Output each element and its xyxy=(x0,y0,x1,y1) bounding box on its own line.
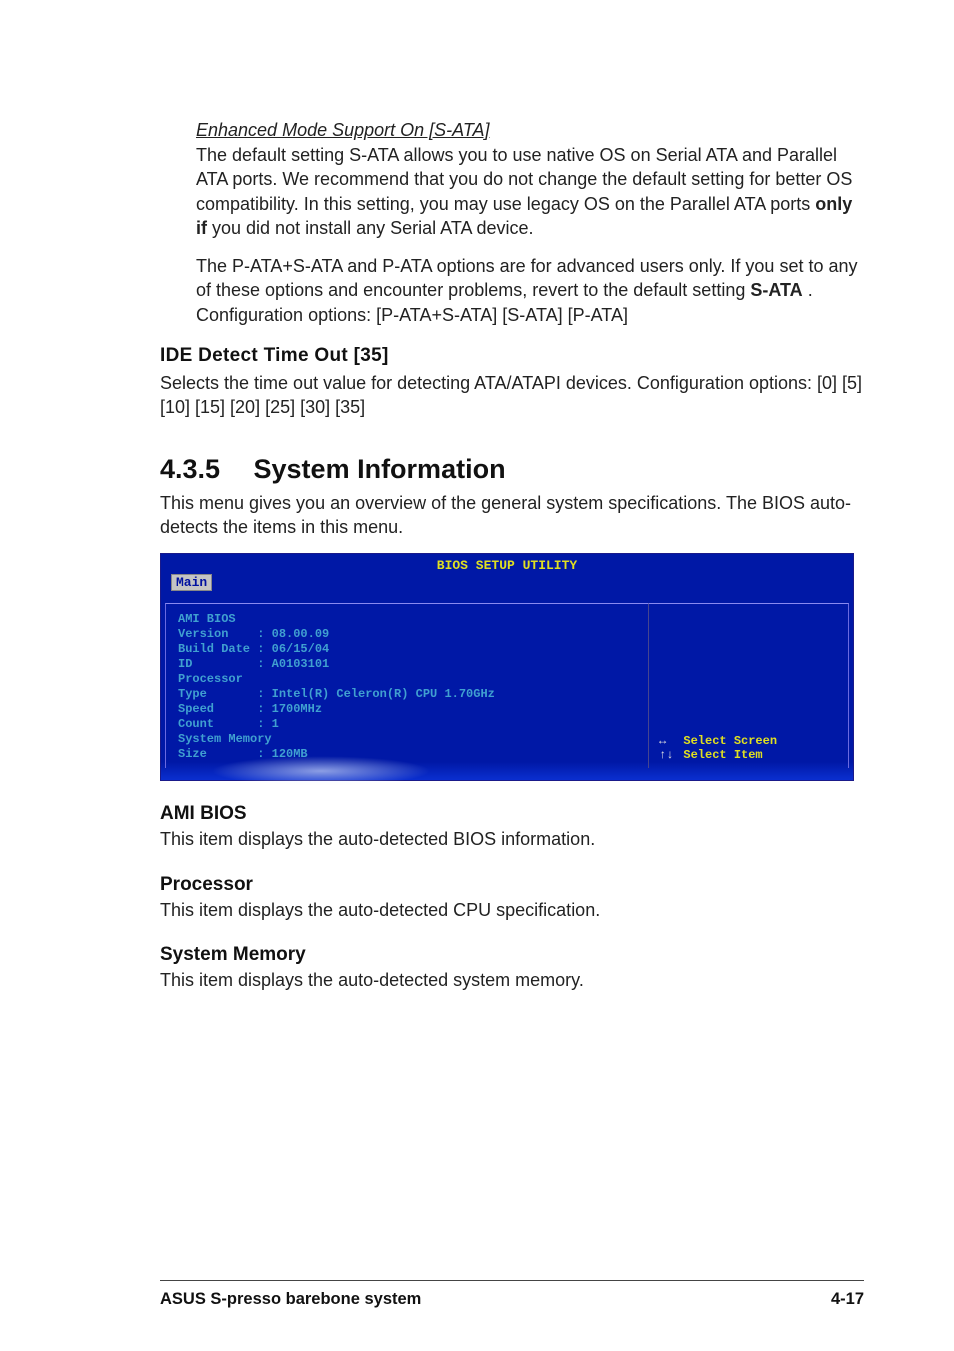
bios-line: Size : 120MB xyxy=(178,747,636,762)
enhanced-p2-bold: S-ATA xyxy=(750,280,802,300)
arrow-lr-icon: ↔ xyxy=(659,734,673,748)
processor-title: Processor xyxy=(160,874,864,896)
bios-help-label: Select Item xyxy=(683,748,777,762)
sysinfo-num: 4.3.5 xyxy=(160,454,246,485)
enhanced-p1b: you did not install any Serial ATA devic… xyxy=(212,218,534,238)
bios-help-col-arrows: ↔ ↑↓ xyxy=(659,734,673,762)
ami-title: AMI BIOS xyxy=(160,803,864,825)
ide-body: Selects the time out value for detecting… xyxy=(160,371,864,420)
memory-title: System Memory xyxy=(160,944,864,966)
footer-rule xyxy=(160,1280,864,1281)
ide-title: IDE Detect Time Out [35] xyxy=(160,345,864,367)
bios-window: BIOS SETUP UTILITY Main AMI BIOS Version… xyxy=(160,553,854,781)
enhanced-mode-block: Enhanced Mode Support On [S-ATA] The def… xyxy=(196,120,864,327)
processor-body: This item displays the auto-detected CPU… xyxy=(160,898,864,922)
bios-line: System Memory xyxy=(178,732,636,747)
footer-left: ASUS S-presso barebone system xyxy=(160,1290,421,1309)
bios-line: ID : A0103101 xyxy=(178,657,636,672)
bios-help-col-labels: Select Screen Select Item xyxy=(683,734,777,762)
bios-right-panel: ↔ ↑↓ Select Screen Select Item xyxy=(649,603,849,768)
bios-line: Type : Intel(R) Celeron(R) CPU 1.70GHz xyxy=(178,687,636,702)
enhanced-para1: The default setting S-ATA allows you to … xyxy=(196,143,864,240)
bios-line: Version : 08.00.09 xyxy=(178,627,636,642)
bios-screenshot: BIOS SETUP UTILITY Main AMI BIOS Version… xyxy=(160,553,864,781)
bios-utility-title: BIOS SETUP UTILITY xyxy=(161,554,853,573)
enhanced-para2: The P-ATA+S-ATA and P-ATA options are fo… xyxy=(196,254,864,327)
bios-left-panel: AMI BIOS Version : 08.00.09 Build Date :… xyxy=(165,603,649,768)
page-content: Enhanced Mode Support On [S-ATA] The def… xyxy=(0,0,954,1046)
sysinfo-heading: 4.3.5 System Information xyxy=(160,454,864,485)
bios-line: Processor xyxy=(178,672,636,687)
footer-right: 4-17 xyxy=(831,1290,864,1309)
enhanced-title: Enhanced Mode Support On [S-ATA] xyxy=(196,120,864,141)
bios-tab-main: Main xyxy=(171,574,212,591)
bios-line: Speed : 1700MHz xyxy=(178,702,636,717)
page-footer: ASUS S-presso barebone system 4-17 xyxy=(160,1290,864,1309)
bios-line: Count : 1 xyxy=(178,717,636,732)
ami-body: This item displays the auto-detected BIO… xyxy=(160,827,864,851)
memory-body: This item displays the auto-detected sys… xyxy=(160,968,864,992)
bios-panels: AMI BIOS Version : 08.00.09 Build Date :… xyxy=(165,603,849,768)
bios-help: ↔ ↑↓ Select Screen Select Item xyxy=(659,734,777,762)
enhanced-p1a: The default setting S-ATA allows you to … xyxy=(196,145,852,214)
bios-help-label: Select Screen xyxy=(683,734,777,748)
sysinfo-intro: This menu gives you an overview of the g… xyxy=(160,491,864,540)
bios-line: Build Date : 06/15/04 xyxy=(178,642,636,657)
bios-body: AMI BIOS Version : 08.00.09 Build Date :… xyxy=(161,595,853,772)
bios-line: AMI BIOS xyxy=(178,612,636,627)
arrow-ud-icon: ↑↓ xyxy=(659,748,673,762)
sysinfo-title: System Information xyxy=(254,454,506,484)
